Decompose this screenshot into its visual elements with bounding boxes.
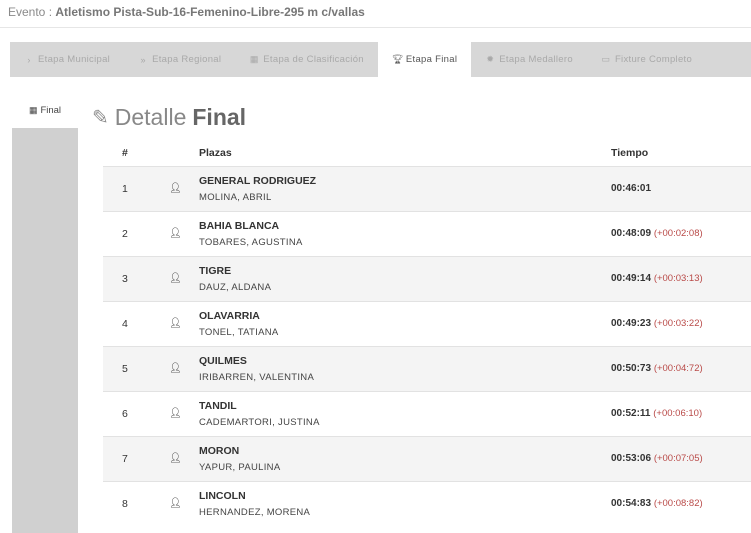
row-num: 4 (103, 300, 161, 346)
header-icon-col (161, 140, 199, 167)
divider (0, 27, 751, 28)
time-value: 00:50:73 (611, 363, 652, 374)
athlete-name: IRIBARREN, VALENTINA (199, 371, 315, 383)
athlete-name: MOLINA, ABRIL (199, 191, 272, 203)
time-diff: (+00:03:22) (653, 318, 703, 329)
row-num: 6 (103, 390, 161, 436)
table-row: 8 👤︎ LINCOLN HERNANDEZ, MORENA 00:54:83 (… (103, 480, 751, 526)
club-name: BAHIA BLANCA (199, 219, 280, 232)
table-row: 6 👤︎ TANDIL CADEMARTORI, JUSTINA 00:52:11… (103, 390, 751, 436)
row-num: 3 (103, 255, 161, 301)
club-name: GENERAL RODRIGUEZ (199, 174, 317, 187)
results-table: # Plazas Tiempo 1 👤︎ GENERAL RODRIGUEZ MO… (103, 140, 751, 526)
tab-label: Etapa de Clasificación (263, 54, 364, 65)
header-plazas: Plazas (199, 140, 611, 167)
user-icon: 👤︎ (161, 300, 199, 346)
title-bold: Final (192, 104, 247, 130)
user-icon: 👤︎ (161, 165, 199, 211)
chevron-right-icon: › (27, 54, 31, 65)
time-value: 00:54:83 (611, 498, 652, 510)
table-header-row: # Plazas Tiempo (103, 140, 751, 167)
row-num: 1 (103, 165, 161, 211)
stage-tabs: › Etapa Municipal » Etapa Regional ▦ Eta… (10, 42, 751, 77)
club-name: QUILMES (199, 354, 247, 367)
time-value: 00:49:23 (611, 318, 652, 329)
tab-fixture-completo[interactable]: ▭ Fixture Completo (587, 42, 706, 77)
time-diff: (+00:08:82) (653, 498, 703, 510)
time-diff: (+00:04:72) (653, 363, 703, 374)
user-icon: 👤︎ (161, 480, 199, 526)
time-value: 00:46:01 (611, 183, 652, 194)
event-prefix: Evento : (8, 5, 53, 19)
time-diff: (+00:03:13) (653, 273, 703, 284)
time-value: 00:53:06 (611, 453, 652, 464)
club-name: LINCOLN (199, 489, 246, 502)
user-icon: 👤︎ (161, 345, 199, 391)
tab-label: Etapa Regional (152, 54, 222, 65)
header-num: # (103, 140, 161, 167)
table-icon: ▦ (28, 105, 38, 115)
club-name: MORON (199, 444, 240, 457)
sidebar: ▦ Final (12, 93, 78, 533)
club-name: OLAVARRIA (199, 309, 260, 322)
tab-label: Etapa Municipal (38, 54, 111, 65)
title-light: Detalle (114, 104, 187, 130)
event-line: Evento : Atletismo Pista-Sub-16-Femenino… (8, 5, 365, 19)
time-diff: (+00:06:10) (653, 408, 703, 419)
athlete-name: TONEL, TATIANA (199, 326, 279, 338)
table-row: 5 👤︎ QUILMES IRIBARREN, VALENTINA 00:50:7… (103, 345, 751, 391)
sidebar-tab-final[interactable]: ▦ Final (12, 93, 78, 128)
row-num: 5 (103, 345, 161, 391)
athlete-name: CADEMARTORI, JUSTINA (199, 416, 320, 428)
time-value: 00:52:11 (611, 408, 651, 419)
time-value: 00:48:09 (611, 228, 652, 239)
table-row: 2 👤︎ BAHIA BLANCA TOBARES, AGUSTINA 00:48… (103, 210, 751, 256)
user-icon: 👤︎ (161, 435, 199, 481)
medal-icon: ✹ (486, 54, 495, 64)
table-row: 7 👤︎ MORON YAPUR, PAULINA 00:53:06 (+00:0… (103, 435, 751, 481)
page-title: ✎ Detalle Final (92, 104, 246, 131)
tab-label: Etapa Final (405, 54, 458, 65)
tab-label: Etapa Medallero (499, 54, 573, 65)
athlete-name: DAUZ, ALDANA (199, 281, 272, 293)
table-row: 3 👤︎ TIGRE DAUZ, ALDANA 00:49:14 (+00:03:… (103, 255, 751, 301)
double-chevron-right-icon: » (140, 54, 146, 65)
user-icon: 👤︎ (161, 210, 199, 256)
user-icon: 👤︎ (161, 255, 199, 301)
trophy-icon: 🏆︎ (391, 54, 404, 64)
table-icon: ▦ (249, 54, 259, 64)
tab-etapa-municipal[interactable]: › Etapa Municipal (10, 42, 124, 77)
table-row: 1 👤︎ GENERAL RODRIGUEZ MOLINA, ABRIL 00:4… (103, 165, 751, 211)
time-value: 00:49:14 (611, 273, 652, 284)
table-row: 4 👤︎ OLAVARRIA TONEL, TATIANA 00:49:23 (+… (103, 300, 751, 346)
sidebar-tab-label: Final (40, 105, 62, 116)
tab-etapa-final[interactable]: 🏆︎ Etapa Final (377, 42, 472, 77)
athlete-name: YAPUR, PAULINA (199, 461, 281, 473)
athlete-name: HERNANDEZ, MORENA (199, 506, 311, 518)
club-name: TIGRE (199, 264, 232, 277)
header-tiempo: Tiempo (611, 140, 751, 167)
tab-etapa-medallero[interactable]: ✹ Etapa Medallero (471, 42, 587, 77)
row-num: 7 (103, 435, 161, 481)
tab-etapa-clasificacion[interactable]: ▦ Etapa de Clasificación (235, 42, 378, 77)
row-num: 8 (103, 480, 161, 526)
tab-etapa-regional[interactable]: » Etapa Regional (124, 42, 235, 77)
edit-icon: ✎ (92, 107, 109, 129)
calendar-icon: ▭ (601, 54, 611, 64)
time-diff: (+00:07:05) (653, 453, 703, 464)
tab-label: Fixture Completo (614, 54, 693, 65)
club-name: TANDIL (199, 399, 237, 412)
athlete-name: TOBARES, AGUSTINA (199, 236, 303, 248)
time-diff: (+00:02:08) (653, 228, 703, 239)
event-name: Atletismo Pista-Sub-16-Femenino-Libre-29… (55, 5, 365, 19)
user-icon: 👤︎ (161, 390, 199, 436)
row-num: 2 (103, 210, 161, 256)
